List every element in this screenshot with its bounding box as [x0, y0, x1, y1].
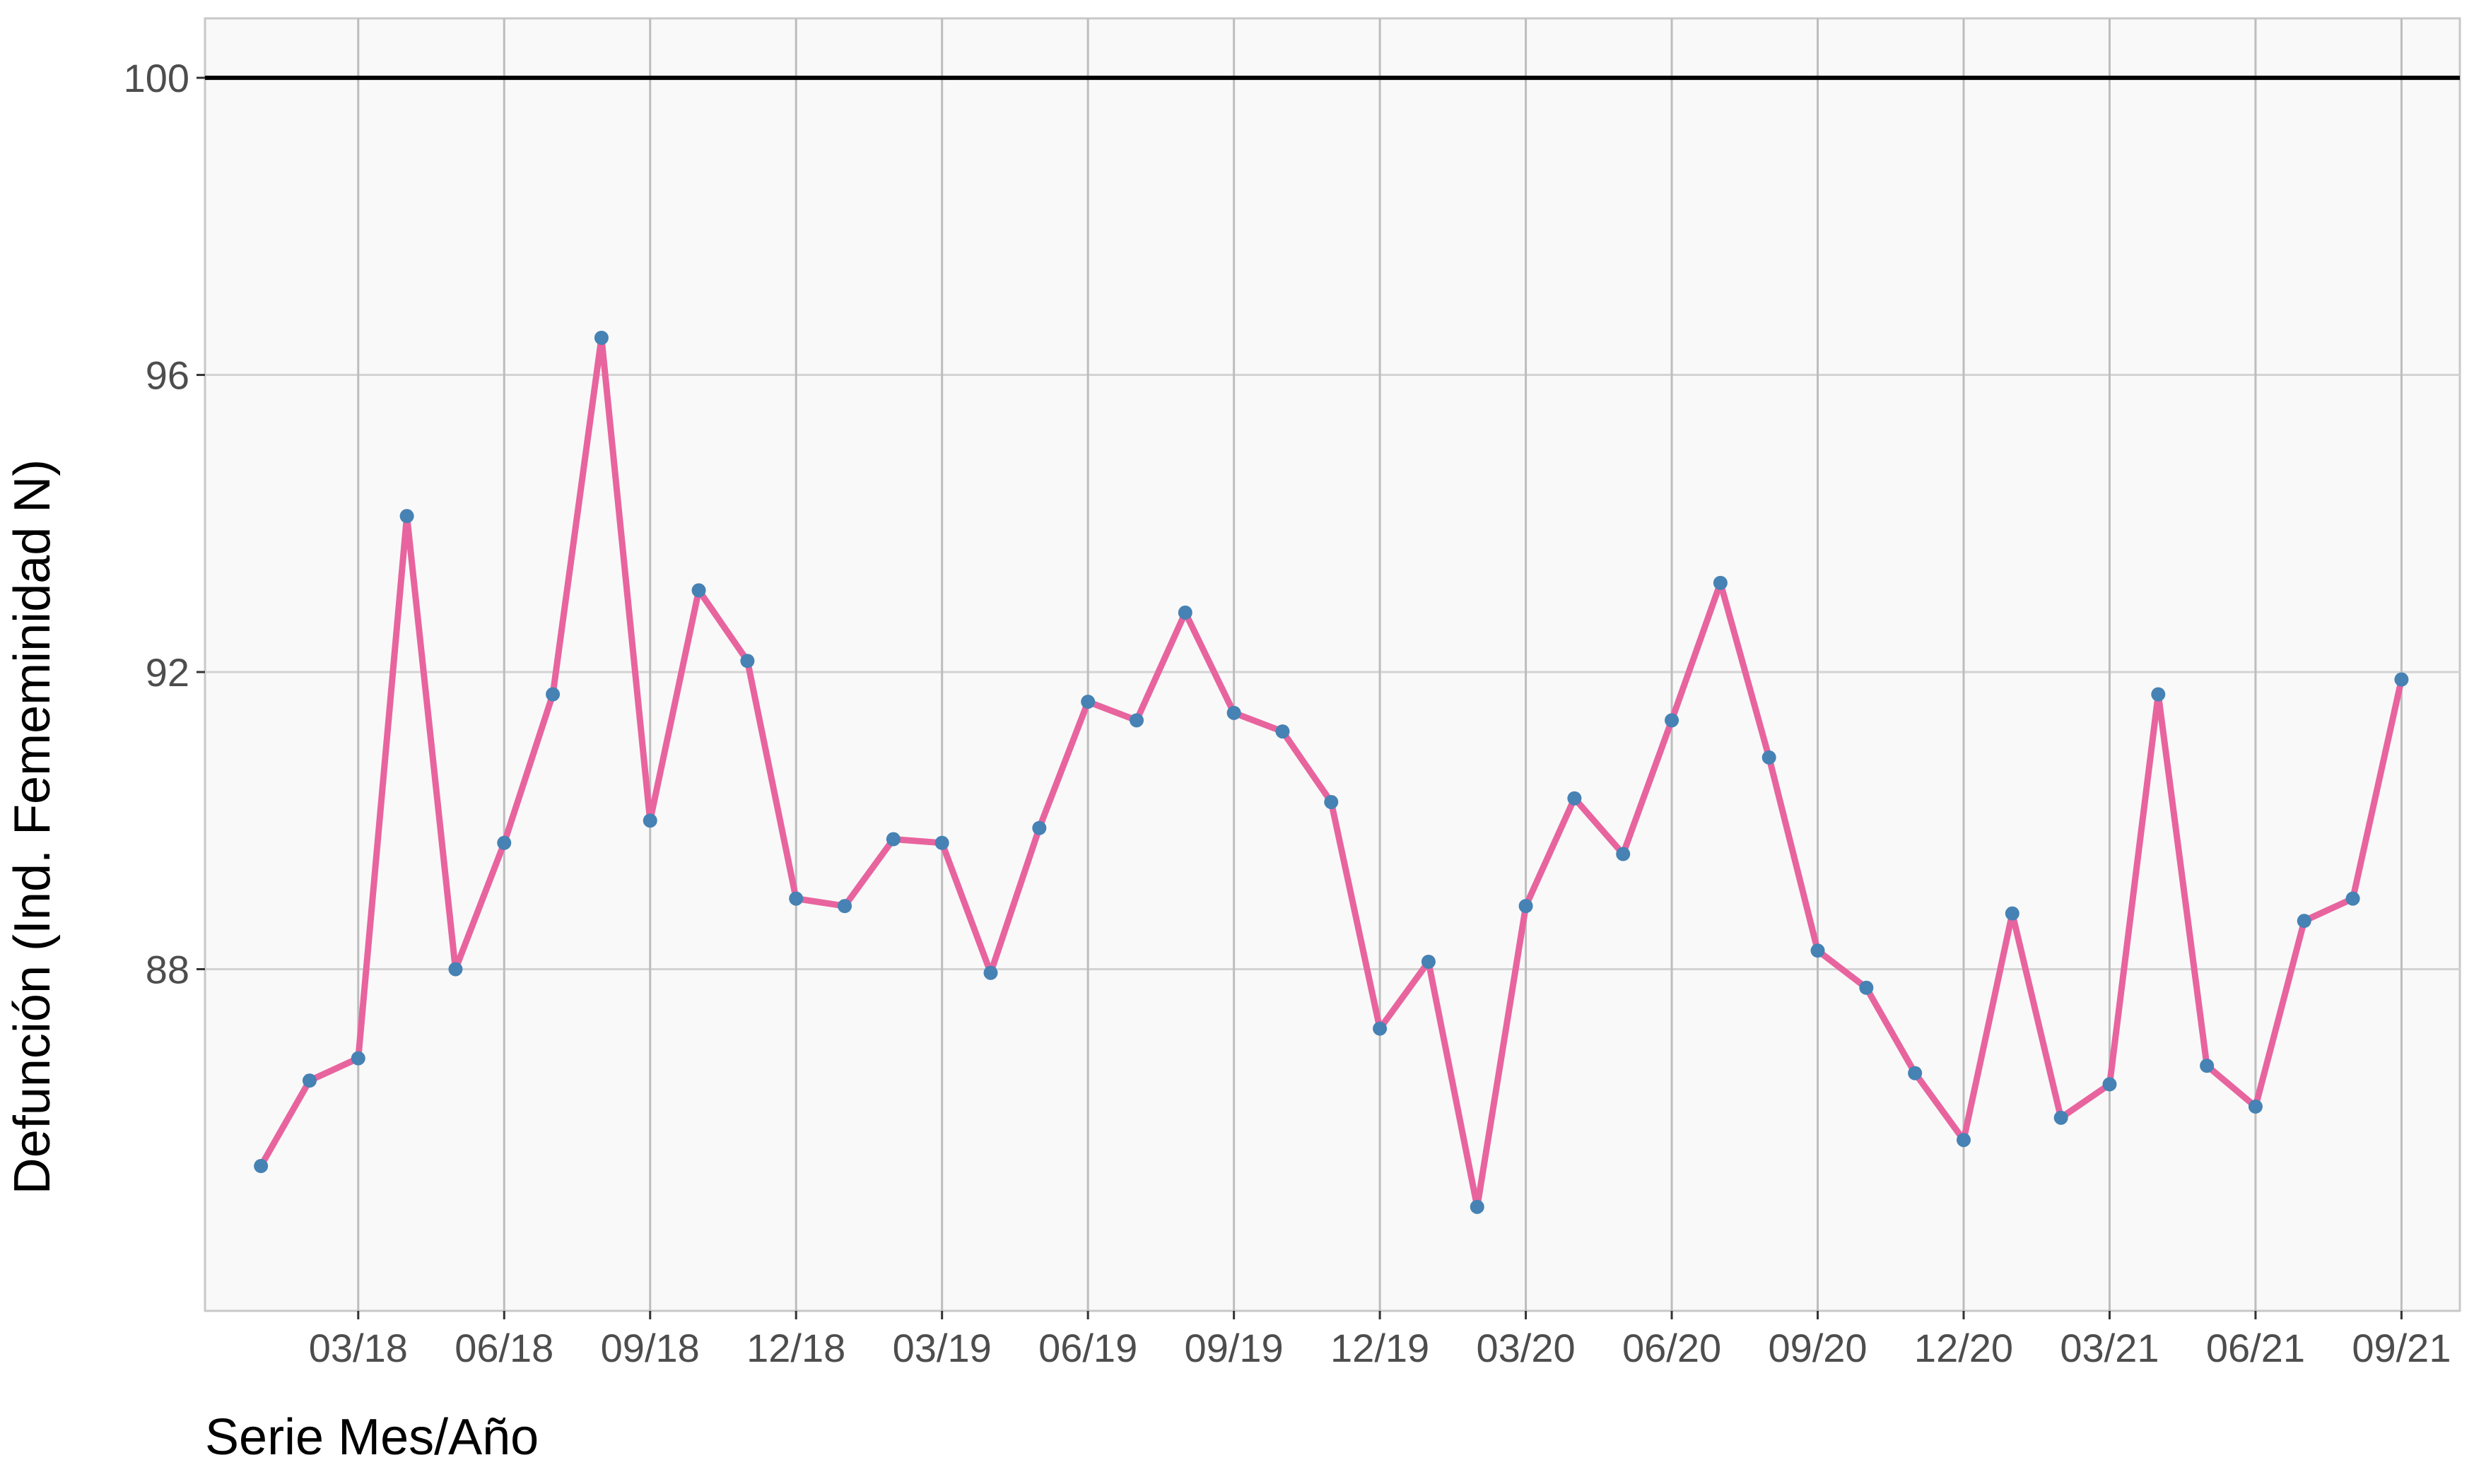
data-point: [2151, 687, 2166, 702]
x-tick-label: 06/19: [1038, 1326, 1137, 1370]
data-point: [1713, 575, 1728, 590]
data-point: [1518, 899, 1533, 914]
data-point: [1761, 750, 1776, 765]
data-point: [2394, 672, 2409, 687]
data-points: [254, 330, 2409, 1214]
data-point: [1032, 820, 1047, 835]
data-point: [1275, 724, 1290, 739]
y-tick-label: 96: [146, 353, 189, 398]
data-point: [1421, 954, 1436, 969]
x-tick-label: 09/20: [1768, 1326, 1867, 1370]
data-point: [1081, 695, 1096, 709]
data-point: [1470, 1199, 1484, 1214]
data-point: [1373, 1021, 1388, 1036]
data-point: [1567, 791, 1582, 806]
data-point: [302, 1073, 317, 1088]
x-tick-label: 09/18: [601, 1326, 700, 1370]
x-tick-label: 03/19: [893, 1326, 992, 1370]
x-tick-label: 12/19: [1330, 1326, 1429, 1370]
data-point: [2345, 891, 2360, 906]
data-point: [838, 899, 852, 914]
x-tick-label: 06/21: [2206, 1326, 2305, 1370]
x-tick-label: 03/21: [2060, 1326, 2159, 1370]
data-point: [983, 965, 998, 980]
data-point: [1178, 605, 1192, 620]
data-point: [594, 330, 609, 345]
y-axis-title: Defunción (Ind. Fememinidad N): [4, 459, 61, 1194]
data-point: [254, 1159, 269, 1174]
data-point: [2102, 1077, 2117, 1092]
y-axis-ticks: 88 92 96 100: [124, 56, 205, 991]
data-point: [1908, 1066, 1923, 1080]
data-point: [2053, 1110, 2068, 1125]
data-point: [789, 891, 804, 906]
data-point: [2200, 1059, 2215, 1073]
data-point: [351, 1051, 365, 1066]
x-axis-ticks: 03/18 06/18 09/18 12/18 03/19 06/19 09/19 12/19…: [309, 1311, 2451, 1370]
data-point: [2005, 906, 2019, 921]
data-point: [497, 835, 512, 850]
data-point: [643, 813, 657, 828]
data-point: [2248, 1099, 2263, 1114]
data-point: [399, 509, 414, 524]
data-point: [1616, 847, 1631, 861]
data-point: [886, 832, 901, 847]
data-point: [934, 835, 949, 850]
x-tick-label: 12/18: [746, 1326, 845, 1370]
data-point: [740, 654, 755, 669]
data-point: [1859, 980, 1874, 995]
data-point: [448, 962, 463, 977]
x-tick-label: 12/20: [1914, 1326, 2013, 1370]
data-point: [1956, 1133, 1971, 1148]
y-tick-label: 88: [146, 947, 189, 991]
x-gridlines: [357, 18, 2403, 1311]
data-point: [1129, 713, 1144, 728]
data-point: [1665, 713, 1679, 728]
x-tick-label: 09/19: [1185, 1326, 1284, 1370]
data-point: [1324, 794, 1339, 809]
x-tick-label: 09/21: [2352, 1326, 2451, 1370]
plot-panel: [204, 17, 2461, 1312]
data-point: [1226, 705, 1241, 720]
x-tick-label: 06/18: [455, 1326, 553, 1370]
y-tick-label: 92: [146, 650, 189, 695]
x-tick-label: 03/18: [309, 1326, 408, 1370]
x-axis-title: Serie Mes/Año: [205, 1409, 539, 1466]
data-point: [1810, 943, 1825, 958]
y-tick-label: 100: [124, 56, 189, 100]
data-point: [546, 687, 561, 702]
data-point: [691, 583, 706, 598]
x-tick-label: 06/20: [1622, 1326, 1721, 1370]
data-point: [2297, 914, 2311, 929]
x-tick-label: 03/20: [1477, 1326, 1576, 1370]
